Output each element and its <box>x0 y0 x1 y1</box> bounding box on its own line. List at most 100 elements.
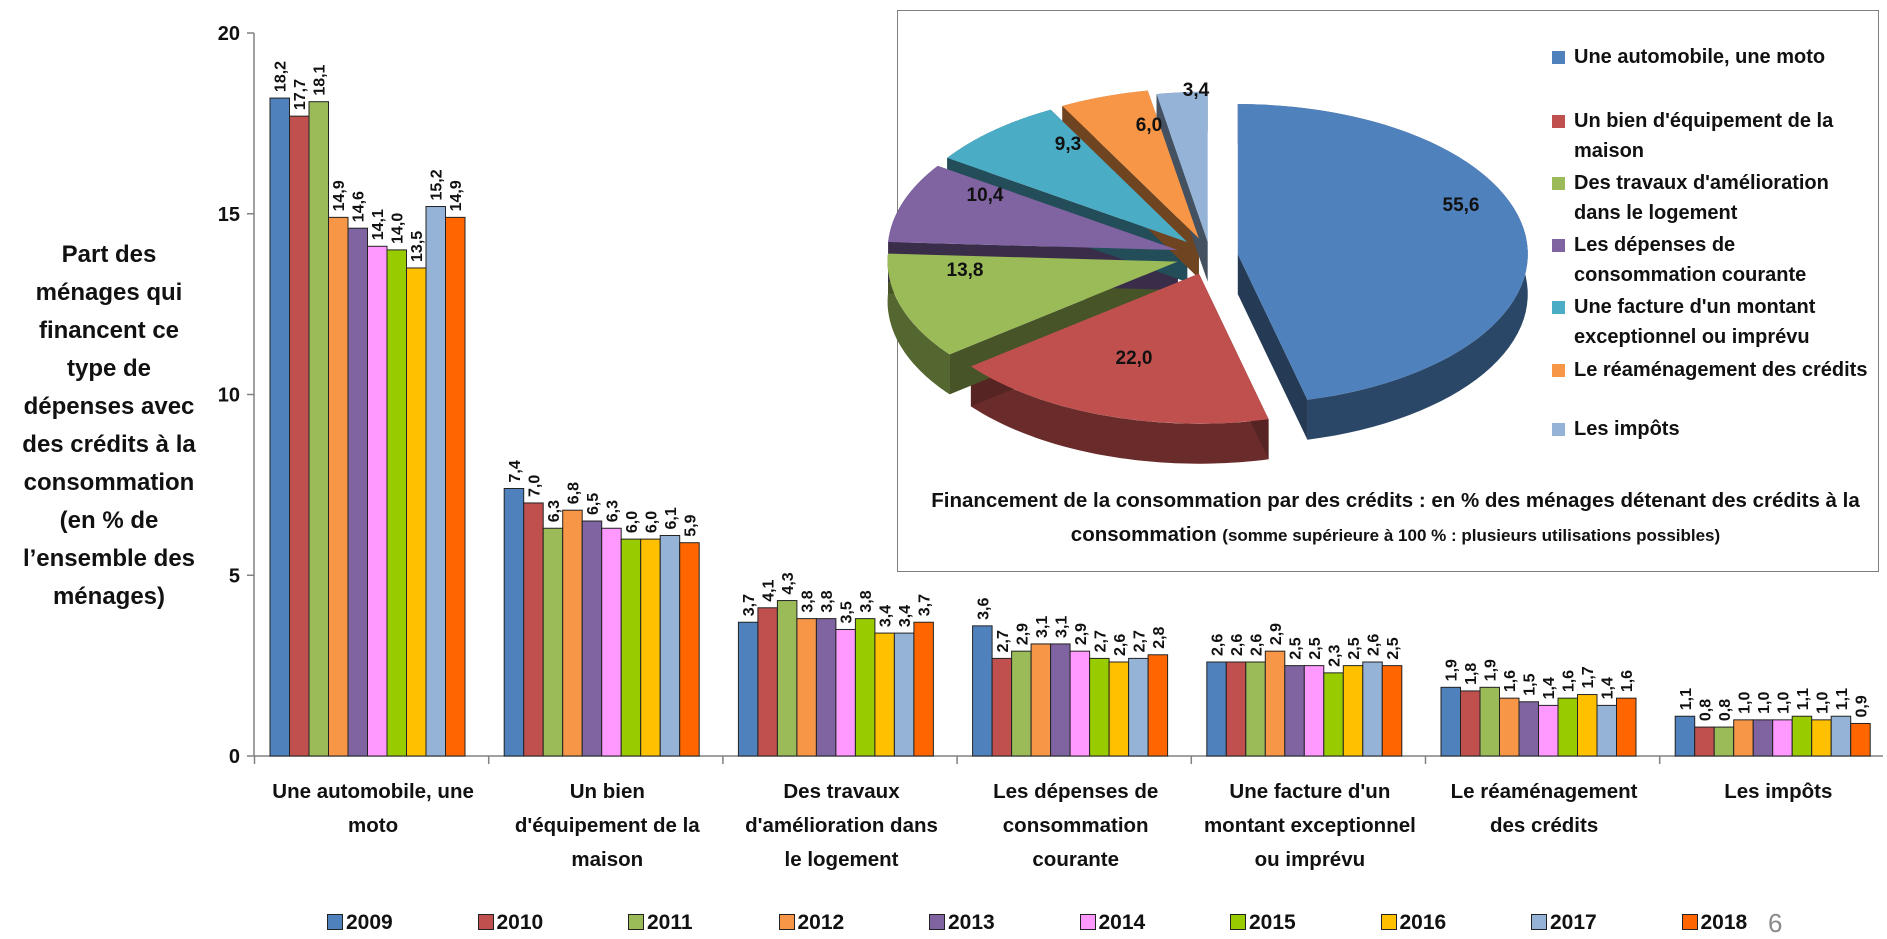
bar-2015 <box>1323 672 1344 757</box>
y-axis-title-line: ménages qui <box>35 279 183 306</box>
category-label-line: Une facture d'un <box>1229 780 1391 803</box>
legend-swatch <box>778 914 795 930</box>
category-label-line: le logement <box>784 848 899 871</box>
bar-2012 <box>562 509 583 757</box>
bar-2012 <box>796 618 817 757</box>
category-label-line: Les dépenses de <box>993 780 1159 803</box>
legend-label: 2016 <box>1399 911 1447 934</box>
data-label: 1,7 <box>1580 666 1597 688</box>
data-label: 6,0 <box>643 511 660 533</box>
y-axis-title: Part des ménages qui financent ce type de dé… <box>0 236 218 616</box>
category-label-line: d'amélioration dans <box>745 814 938 837</box>
data-label: 7,0 <box>526 475 543 497</box>
data-label: 2,9 <box>1268 623 1285 645</box>
bar-2010 <box>991 657 1013 757</box>
pie-legend-line: maison <box>1574 140 1645 162</box>
bar-2017 <box>1830 715 1852 757</box>
legend-swatch <box>477 914 494 930</box>
data-label: 13,5 <box>409 231 426 262</box>
pie-legend-line: Une facture d'un montant <box>1574 296 1816 318</box>
bar-2013 <box>1284 665 1305 757</box>
bar-2016 <box>1108 661 1130 757</box>
data-label: 3,4 <box>897 605 914 627</box>
pie-legend-line: Des travaux d'amélioration <box>1574 172 1829 194</box>
bar-2013 <box>815 618 837 757</box>
y-axis-title-line: consommation <box>23 469 195 496</box>
data-label: 2,6 <box>1249 634 1266 656</box>
data-label: 2,7 <box>995 630 1012 652</box>
bar-2016 <box>1342 665 1364 757</box>
data-label: 14,1 <box>370 209 387 240</box>
data-label: 18,2 <box>273 61 290 92</box>
category-label-line: montant exceptionnel <box>1203 814 1416 837</box>
bar-2017 <box>425 206 446 757</box>
pie-legend-line: Les dépenses de <box>1574 234 1736 256</box>
legend-label: 2018 <box>1700 911 1748 934</box>
pie-title-main: Financement de la consommation par des c… <box>931 489 1860 546</box>
bar-2012 <box>328 216 349 757</box>
bar-2013 <box>347 227 368 757</box>
y-axis-title-line: dépenses avec <box>23 393 195 420</box>
data-label: 1,4 <box>1600 677 1617 699</box>
bar-2010 <box>523 502 544 757</box>
legend-item: 2013 <box>929 912 995 934</box>
data-label: 2,5 <box>1307 637 1324 659</box>
bar-2016 <box>874 632 895 757</box>
data-label: 0,8 <box>1697 699 1714 721</box>
category-label-line: Des travaux <box>783 780 900 803</box>
data-label: 0,8 <box>1717 699 1734 721</box>
data-label: 1,6 <box>1502 670 1519 692</box>
data-label: 2,8 <box>1151 626 1168 648</box>
chart-bars <box>269 97 1871 757</box>
category-label-line: Une automobile, une <box>272 780 474 803</box>
bar-2014 <box>1772 719 1793 757</box>
bar-2017 <box>893 632 915 757</box>
pie-legend-swatch <box>1552 177 1565 190</box>
bar-2010 <box>289 115 310 757</box>
legend-item: 2011 <box>628 912 693 934</box>
legend-item: 2017 <box>1531 912 1597 934</box>
data-label: 3,8 <box>800 590 817 612</box>
bar-2018 <box>1147 654 1169 757</box>
bar-2017 <box>1128 657 1149 757</box>
data-label: 3,1 <box>1034 616 1051 638</box>
legend-label: 2015 <box>1249 911 1296 934</box>
chart-data-labels: 18,27,43,7 3,62,61,91,117,77,04,12,7 2,61,… <box>273 61 1871 721</box>
bar-2011 <box>1245 661 1266 757</box>
pie-legend-line: Un bien d'équipement de la <box>1574 110 1834 132</box>
legend-swatch <box>929 914 945 930</box>
data-label: 1,8 <box>1463 663 1480 685</box>
category-label-line: maison <box>571 848 644 871</box>
data-label: 2,6 <box>1229 634 1246 656</box>
bar-2013 <box>1752 719 1774 757</box>
data-label: 2,3 <box>1327 645 1344 667</box>
y-tick-label: 20 <box>218 23 240 45</box>
pie-legend-label: Le réaménagement des crédits <box>1574 355 1884 385</box>
bar-2018 <box>445 216 466 757</box>
bar-2014 <box>1303 665 1325 757</box>
bar-2018 <box>679 542 700 757</box>
data-label: 3,7 <box>741 594 758 616</box>
y-tick-label: 5 <box>229 565 240 587</box>
data-label: 14,6 <box>351 191 368 222</box>
bar-2009 <box>1206 661 1227 757</box>
bar-2017 <box>659 534 681 757</box>
bar-2016 <box>406 267 427 757</box>
data-label: 1,6 <box>1561 670 1578 692</box>
data-label: 6,5 <box>585 493 602 515</box>
bar-2011 <box>308 101 329 757</box>
data-label: 6,3 <box>604 500 621 522</box>
bar-2012 <box>1499 697 1520 757</box>
legend-swatch <box>327 914 343 930</box>
data-label: 18,1 <box>312 64 329 95</box>
bar-2010 <box>1460 690 1481 757</box>
category-label: Le réaménagement des crédits <box>1428 775 1660 843</box>
pie-legend-line: exceptionnel ou imprévu <box>1574 326 1810 348</box>
y-tick-label: 15 <box>218 204 240 226</box>
bar-2013 <box>581 520 603 757</box>
pie-legend-label: Les dépenses de consommation courante <box>1574 230 1884 290</box>
data-label: 1,5 <box>1522 673 1539 695</box>
category-label-line: d'équipement de la <box>514 814 700 837</box>
bar-2009 <box>972 625 993 757</box>
data-label: 1,0 <box>1814 692 1831 714</box>
